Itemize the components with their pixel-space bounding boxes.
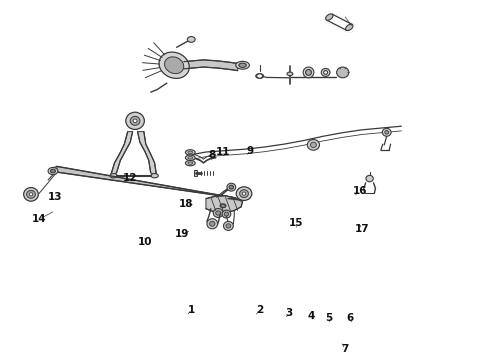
Text: 10: 10 <box>138 237 152 247</box>
Text: 14: 14 <box>31 215 46 224</box>
Text: 12: 12 <box>123 173 137 183</box>
Ellipse shape <box>216 211 220 215</box>
Ellipse shape <box>223 221 233 230</box>
Ellipse shape <box>188 157 193 159</box>
Ellipse shape <box>256 74 264 78</box>
Ellipse shape <box>159 52 189 78</box>
Text: 13: 13 <box>48 192 63 202</box>
Ellipse shape <box>222 210 231 218</box>
Circle shape <box>220 204 225 208</box>
Ellipse shape <box>210 221 215 226</box>
Ellipse shape <box>188 151 193 154</box>
Ellipse shape <box>326 14 333 20</box>
Ellipse shape <box>303 67 314 78</box>
Text: 4: 4 <box>307 311 315 320</box>
Ellipse shape <box>130 116 140 125</box>
Ellipse shape <box>382 129 391 136</box>
Ellipse shape <box>307 139 319 150</box>
Ellipse shape <box>110 174 117 178</box>
Ellipse shape <box>229 185 234 189</box>
Ellipse shape <box>165 57 184 74</box>
Text: 15: 15 <box>289 218 303 228</box>
Ellipse shape <box>133 119 137 123</box>
Ellipse shape <box>287 72 293 76</box>
Text: 3: 3 <box>285 308 293 318</box>
Polygon shape <box>184 60 238 71</box>
Text: 19: 19 <box>175 229 190 239</box>
Ellipse shape <box>213 208 223 217</box>
Ellipse shape <box>185 161 195 166</box>
Text: 17: 17 <box>355 225 369 234</box>
Circle shape <box>257 74 263 78</box>
Ellipse shape <box>185 155 195 161</box>
Ellipse shape <box>185 150 195 155</box>
Ellipse shape <box>227 183 236 191</box>
Text: 1: 1 <box>188 305 195 315</box>
Polygon shape <box>111 132 133 176</box>
Text: 9: 9 <box>246 145 253 156</box>
Ellipse shape <box>311 142 317 148</box>
Ellipse shape <box>324 71 328 74</box>
Text: 2: 2 <box>256 305 263 315</box>
Text: 6: 6 <box>346 314 354 323</box>
Text: 5: 5 <box>325 314 333 323</box>
Ellipse shape <box>236 187 252 201</box>
Ellipse shape <box>224 212 229 216</box>
Polygon shape <box>194 170 196 176</box>
Ellipse shape <box>188 162 193 165</box>
Ellipse shape <box>243 192 245 195</box>
Ellipse shape <box>26 190 35 198</box>
Ellipse shape <box>321 68 330 76</box>
Ellipse shape <box>236 61 249 69</box>
Ellipse shape <box>366 175 373 182</box>
Text: 8: 8 <box>208 150 216 160</box>
Ellipse shape <box>345 24 353 31</box>
Ellipse shape <box>220 204 226 208</box>
Ellipse shape <box>29 193 33 196</box>
Ellipse shape <box>226 224 231 228</box>
Ellipse shape <box>385 131 389 134</box>
Ellipse shape <box>126 112 145 130</box>
Ellipse shape <box>207 219 218 229</box>
Circle shape <box>48 167 58 175</box>
Polygon shape <box>57 166 235 198</box>
Circle shape <box>187 37 195 42</box>
Circle shape <box>50 169 55 173</box>
Text: 7: 7 <box>342 344 349 354</box>
Text: 16: 16 <box>353 186 367 197</box>
Ellipse shape <box>337 67 349 78</box>
Text: 18: 18 <box>179 199 194 210</box>
Ellipse shape <box>240 190 248 198</box>
Polygon shape <box>206 196 243 213</box>
Ellipse shape <box>151 174 158 178</box>
Text: 11: 11 <box>216 147 230 157</box>
Polygon shape <box>138 132 157 176</box>
Ellipse shape <box>239 63 246 67</box>
Ellipse shape <box>24 188 38 201</box>
Ellipse shape <box>306 69 312 75</box>
